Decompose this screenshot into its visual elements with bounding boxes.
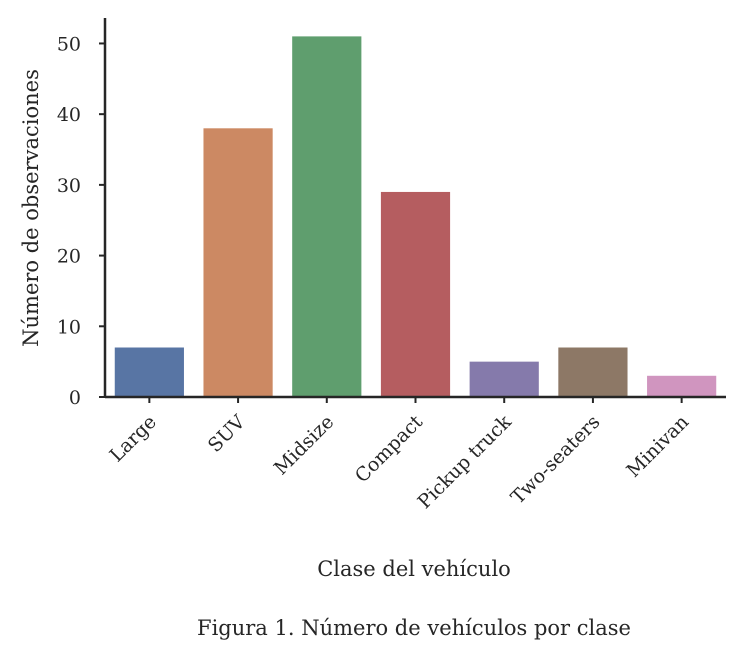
figure-caption: Figura 1. Número de vehículos por clase: [197, 616, 631, 640]
y-axis-title: Número de observaciones: [19, 69, 43, 347]
bar-midsize: [292, 36, 362, 397]
y-ticks-group: 0 10 20 30 40 50: [57, 33, 105, 409]
x-tick-label: SUV: [204, 411, 250, 457]
x-tick-label: Pickup truck: [414, 411, 517, 514]
bar-minivan: [647, 375, 717, 397]
y-tick-label: 30: [57, 175, 81, 197]
bar-pickup-truck: [469, 361, 539, 397]
bar-compact: [380, 191, 451, 397]
x-tick-label: Minivan: [622, 411, 693, 482]
bar-large: [114, 347, 184, 397]
y-tick-label: 0: [69, 387, 81, 409]
x-axis-title: Clase del vehículo: [317, 557, 511, 581]
bar-suv: [203, 128, 273, 397]
x-tick-label: Midsize: [270, 411, 338, 479]
x-tick-label: Compact: [351, 411, 427, 487]
y-tick-label: 40: [57, 104, 81, 126]
bars-group: [114, 36, 717, 397]
x-tick-label: Large: [105, 411, 160, 466]
bar-two-seaters: [558, 347, 628, 397]
x-tick-label: Two-seaters: [507, 411, 605, 509]
y-tick-label: 50: [57, 33, 81, 55]
y-tick-label: 10: [57, 316, 81, 338]
y-tick-label: 20: [57, 246, 81, 268]
